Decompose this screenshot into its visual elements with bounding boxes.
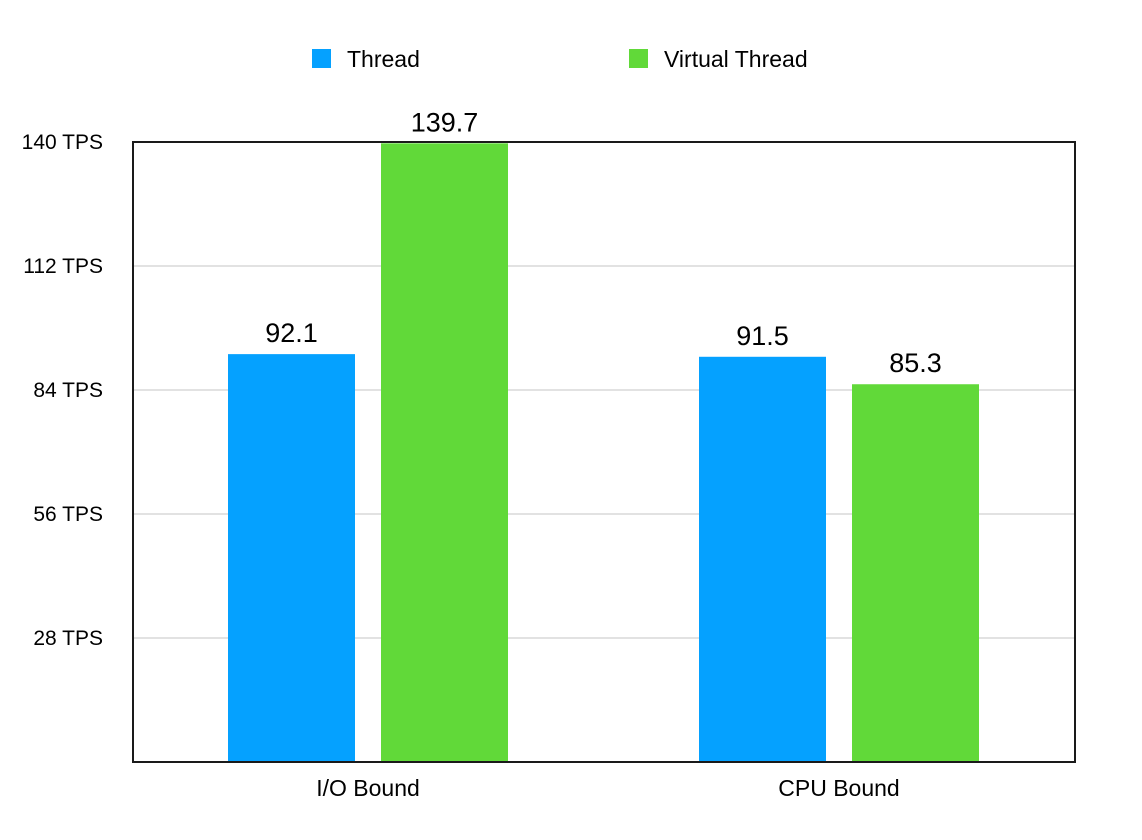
- y-tick-label: 140 TPS: [22, 131, 103, 154]
- bar: [381, 143, 508, 763]
- y-tick-label: 84 TPS: [33, 379, 103, 402]
- bar: [852, 384, 979, 762]
- legend-label: Virtual Thread: [664, 46, 808, 72]
- y-axis-ticks: 28 TPS 56 TPS 84 TPS 112 TPS 140 TPS: [22, 131, 103, 650]
- data-labels: 92.1 139.7 91.5 85.3: [265, 107, 942, 378]
- bar: [228, 354, 355, 762]
- x-category-label: I/O Bound: [316, 775, 420, 801]
- bar: [699, 356, 826, 762]
- legend-swatch: [312, 49, 331, 68]
- x-axis-categories: I/O Bound CPU Bound: [316, 775, 900, 801]
- data-label: 139.7: [411, 107, 479, 137]
- x-category-label: CPU Bound: [778, 775, 899, 801]
- plot-frame: [132, 141, 1076, 763]
- legend-label: Thread: [347, 46, 420, 72]
- data-label: 92.1: [265, 318, 318, 348]
- y-tick-label: 56 TPS: [33, 503, 103, 526]
- legend: Thread Virtual Thread: [312, 46, 808, 72]
- data-label: 91.5: [736, 321, 789, 351]
- y-tick-label: 28 TPS: [33, 627, 103, 650]
- data-label: 85.3: [889, 348, 942, 378]
- legend-swatch: [629, 49, 648, 68]
- y-tick-label: 112 TPS: [23, 255, 103, 278]
- bars: [228, 143, 979, 763]
